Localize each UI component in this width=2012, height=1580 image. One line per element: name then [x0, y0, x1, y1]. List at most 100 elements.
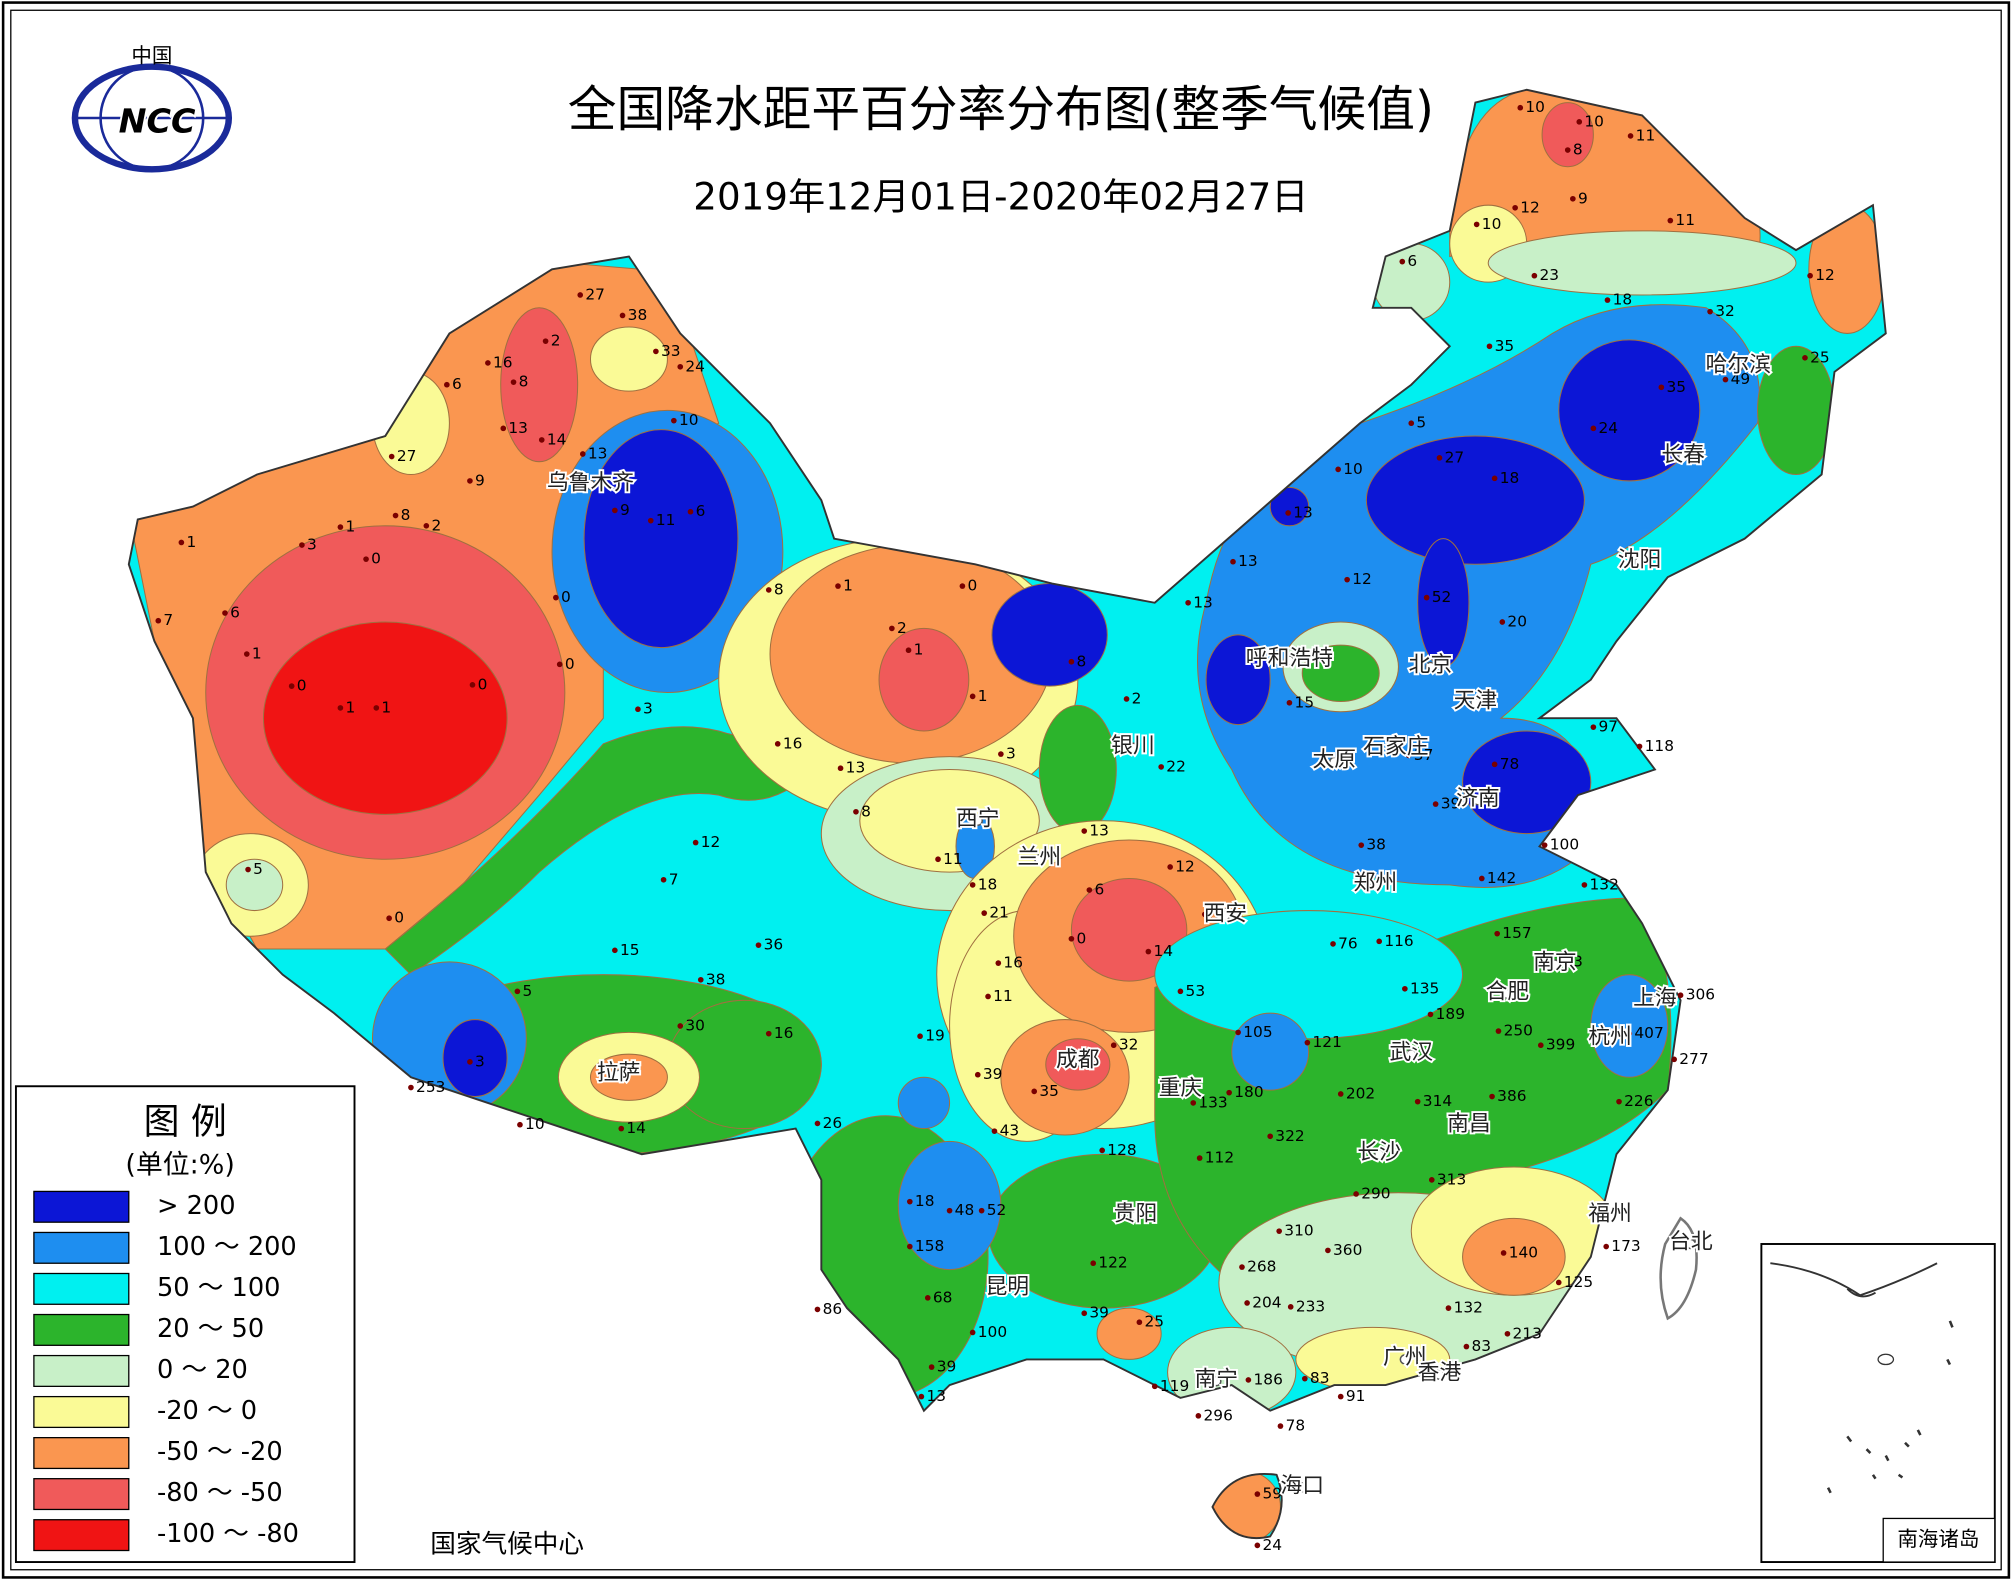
station-value: 8 [861, 802, 871, 820]
station-dot [1423, 594, 1430, 601]
station-value: 18 [1500, 469, 1520, 487]
station-dot [618, 1125, 625, 1132]
station-value: 399 [1546, 1036, 1575, 1054]
station-dot [1491, 475, 1498, 482]
station-dot [1244, 1300, 1250, 1306]
station-value: 7 [669, 870, 679, 888]
station-dot [1167, 864, 1173, 870]
station-dot [1031, 1088, 1038, 1095]
station-dot [981, 910, 988, 916]
station-dot [1068, 658, 1075, 665]
station-dot [1330, 941, 1336, 947]
station-dot [243, 651, 250, 657]
city-name: 石家庄 [1363, 735, 1428, 760]
station-dot [969, 693, 976, 700]
station-value: 12 [1175, 857, 1195, 875]
station-value: 25 [1145, 1313, 1165, 1331]
city-name: 乌鲁木齐 [547, 470, 634, 495]
city-name: 长沙 [1357, 1140, 1401, 1165]
station-dot [1504, 1330, 1511, 1337]
station-value: 118 [1645, 737, 1674, 755]
station-dot [1337, 1091, 1344, 1097]
station-dot [517, 1121, 523, 1128]
city-dot [1425, 661, 1436, 673]
station-value: 48 [955, 1201, 975, 1219]
station-dot [1408, 420, 1415, 427]
station-dot [514, 988, 521, 995]
station-dot [386, 915, 392, 922]
station-dot [1722, 376, 1729, 383]
station-dot [935, 856, 941, 863]
station-value: 10 [1584, 112, 1604, 130]
station-dot [1185, 599, 1191, 606]
station-value: 6 [696, 502, 706, 520]
station-value: 5 [1416, 414, 1426, 432]
station-value: 202 [1346, 1084, 1375, 1102]
legend-label: 0 ～ 20 [157, 1355, 248, 1385]
station-dot [1276, 1228, 1282, 1234]
inset-island [1877, 1353, 1895, 1366]
station-dot [619, 312, 626, 319]
station-dot [1177, 988, 1184, 995]
inset-reefs [1826, 1320, 1954, 1494]
station-dot [969, 882, 976, 888]
station-value: 35 [1039, 1082, 1059, 1100]
city-name: 郑州 [1354, 871, 1398, 896]
station-value: 11 [993, 987, 1013, 1005]
station-value: 140 [1509, 1243, 1538, 1261]
station-value: 407 [1634, 1024, 1663, 1042]
station-dot [991, 1128, 998, 1134]
station-dot [1267, 1133, 1274, 1140]
station-dot [1285, 510, 1291, 516]
station-value: 14 [547, 430, 567, 448]
city-name: 银川 [1111, 733, 1155, 758]
station-dot [1151, 1383, 1158, 1390]
station-dot [1590, 724, 1597, 730]
station-dot [1277, 1423, 1284, 1429]
station-value: 310 [1284, 1222, 1313, 1240]
station-dot [635, 706, 641, 713]
station-dot [579, 451, 586, 457]
station-dot [1463, 1343, 1470, 1350]
station-value: 226 [1624, 1092, 1653, 1110]
station-dot [1099, 1147, 1106, 1154]
station-dot [1531, 272, 1538, 279]
station-value: 14 [626, 1119, 646, 1137]
station-dot [1090, 1260, 1097, 1267]
precip-region [1038, 704, 1117, 835]
city-name: 上海 [1633, 986, 1677, 1011]
station-dot [1245, 1377, 1252, 1383]
legend: 图 例 (单位:%) > 200 100 ～ 200 50 ～ 100 20 ～ 50… [14, 1085, 356, 1564]
station-dot [245, 866, 251, 873]
station-value: 37 [1414, 746, 1434, 764]
station-dot [1658, 384, 1665, 391]
precip-region [1096, 1307, 1162, 1360]
station-dot [1627, 133, 1634, 139]
legend-swatch [33, 1272, 130, 1305]
station-value: 59 [1262, 1485, 1282, 1503]
station-value: 38 [706, 970, 726, 988]
city-name: 成都 [1056, 1048, 1100, 1073]
legend-swatch [33, 1231, 130, 1264]
station-dot [485, 360, 491, 366]
station-dot [814, 1306, 821, 1313]
station-dot [1677, 992, 1684, 999]
station-value: 135 [1410, 979, 1439, 997]
station-value: 2 [1132, 689, 1142, 707]
station-dot [765, 587, 772, 593]
city-dot [1604, 1210, 1616, 1222]
precip-region [1205, 634, 1271, 726]
station-dot [538, 437, 545, 443]
station-dot [906, 1198, 913, 1205]
station-dot [299, 542, 305, 548]
city-name: 西安 [1203, 901, 1247, 926]
station-value: 13 [1089, 822, 1109, 840]
station-dot [1626, 1030, 1633, 1037]
station-value: 180 [1234, 1083, 1263, 1101]
station-value: 15 [620, 941, 640, 959]
station-dot [1491, 761, 1498, 768]
station-value: 78 [1286, 1417, 1306, 1435]
station-value: 13 [1238, 552, 1258, 570]
station-dot [697, 976, 704, 983]
